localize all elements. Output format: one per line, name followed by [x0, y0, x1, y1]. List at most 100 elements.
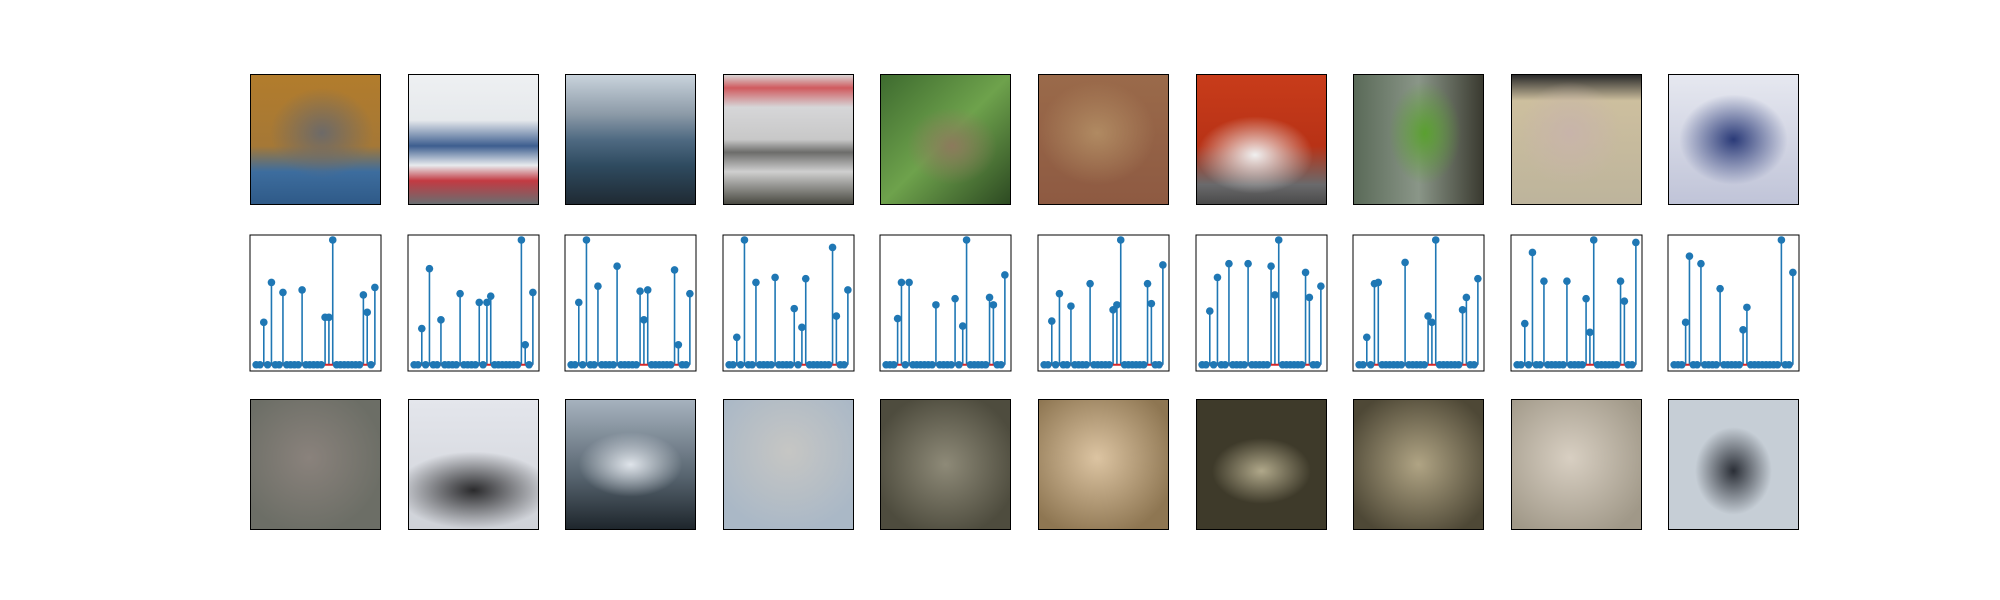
stem-marker: [525, 360, 533, 369]
stem-marker: [1681, 318, 1690, 327]
stem-marker: [1520, 319, 1529, 328]
stem-marker: [1313, 360, 1321, 369]
stem-marker: [1205, 307, 1214, 315]
stem-marker: [1743, 303, 1751, 312]
stem-marker: [609, 360, 618, 369]
stem-marker: [1424, 312, 1432, 320]
reconstruction-image: [408, 399, 539, 530]
stem-marker: [798, 323, 806, 332]
stem-marker: [521, 340, 530, 349]
stem-marker: [632, 360, 641, 369]
plot-frame: [407, 234, 540, 372]
stem-marker: [317, 360, 326, 369]
stem-marker: [1086, 279, 1094, 288]
stem-marker: [1263, 360, 1272, 369]
input-image: [1668, 74, 1799, 205]
stem-marker: [1113, 301, 1121, 309]
stem-marker: [1362, 333, 1371, 342]
stem-marker: [1240, 360, 1249, 369]
stem-marker: [1431, 236, 1440, 244]
stem-marker: [256, 360, 264, 369]
stem-marker: [1458, 306, 1467, 314]
stem-marker: [1540, 277, 1548, 285]
stem-marker: [1785, 360, 1793, 369]
stem-marker: [666, 360, 675, 369]
stem-marker: [828, 243, 837, 252]
stem-marker: [844, 286, 852, 294]
stem-marker: [578, 360, 587, 369]
stem-marker: [1563, 277, 1571, 285]
stem-marker: [1462, 293, 1471, 302]
stem-marker: [1582, 294, 1590, 303]
stem-marker: [985, 293, 994, 302]
stem-marker: [425, 264, 434, 273]
stem-marker: [363, 308, 372, 317]
stem-marker: [928, 360, 936, 369]
stem-marker: [736, 360, 745, 369]
stem-marker: [298, 286, 306, 294]
stem-marker: [594, 282, 602, 290]
stem-marker: [1586, 328, 1594, 337]
stem-marker: [513, 360, 522, 369]
stem-marker: [574, 298, 583, 307]
plot-frame: [564, 234, 697, 372]
input-image: [880, 74, 1011, 205]
stem-marker: [1047, 317, 1056, 325]
stem-marker: [1213, 273, 1222, 282]
stem-marker: [355, 360, 364, 369]
stem-marker: [989, 301, 998, 309]
stem-marker: [790, 304, 799, 313]
stem-marker: [471, 360, 480, 369]
stem-marker: [1063, 360, 1071, 369]
stem-marker: [275, 360, 283, 369]
stem-marker: [1147, 299, 1156, 308]
reconstruction-image: [1353, 399, 1484, 530]
stem-marker: [1474, 274, 1482, 283]
stem-marker: [452, 360, 461, 369]
stem-marker: [640, 316, 648, 324]
stem-marker: [958, 322, 967, 330]
plot-frame: [722, 234, 855, 372]
stem-marker: [1359, 360, 1367, 369]
stem-marker: [1155, 360, 1163, 369]
reconstruction-image: [723, 399, 854, 530]
stem-marker: [1159, 261, 1167, 269]
stem-marker: [1301, 268, 1310, 277]
stem-marker: [955, 360, 963, 369]
stem-marker: [824, 360, 833, 369]
stem-marker: [962, 236, 971, 244]
stem-marker: [1524, 360, 1533, 369]
stem-marker: [947, 360, 956, 369]
stem-marker: [1697, 259, 1705, 268]
stem-marker: [1225, 259, 1233, 268]
stem-marker: [1051, 360, 1060, 369]
stem-marker: [529, 288, 537, 297]
stem-marker: [951, 294, 959, 303]
stem-marker: [1317, 282, 1325, 290]
stem-marker: [433, 360, 441, 369]
stem-marker: [682, 360, 690, 369]
stem-marker: [1401, 258, 1409, 267]
plot-frame: [1195, 234, 1328, 372]
stem-marker: [1001, 271, 1009, 279]
reconstruction-image: [565, 399, 696, 530]
stem-marker: [279, 288, 287, 297]
input-image: [1353, 74, 1484, 205]
stem-marker: [263, 360, 272, 369]
stem-marker: [1735, 360, 1744, 369]
stem-marker: [840, 360, 848, 369]
stem-marker: [1374, 278, 1383, 287]
reconstruction-image: [1511, 399, 1642, 530]
stem-marker: [1677, 360, 1686, 369]
stem-marker: [1620, 297, 1629, 305]
stem-marker: [794, 360, 802, 369]
stem-marker: [328, 236, 337, 244]
input-image: [1511, 74, 1642, 205]
stem-marker: [1067, 302, 1075, 310]
stem-marker: [1139, 360, 1148, 369]
stem-marker: [905, 278, 913, 287]
stem-marker: [1366, 360, 1375, 369]
stem-marker: [1271, 291, 1279, 299]
stem-marker: [1528, 248, 1537, 257]
stem-marker: [367, 360, 375, 369]
